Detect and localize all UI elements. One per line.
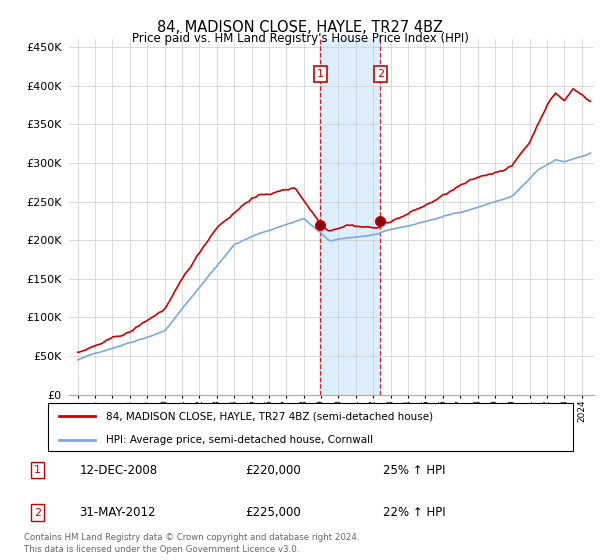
Text: 1: 1 (34, 465, 41, 475)
Text: HPI: Average price, semi-detached house, Cornwall: HPI: Average price, semi-detached house,… (106, 435, 373, 445)
Bar (320, 39, 380, 395)
Text: Contains HM Land Registry data © Crown copyright and database right 2024.
This d: Contains HM Land Registry data © Crown c… (24, 533, 359, 554)
Text: Price paid vs. HM Land Registry's House Price Index (HPI): Price paid vs. HM Land Registry's House … (131, 32, 469, 45)
Text: 84, MADISON CLOSE, HAYLE, TR27 4BZ (semi-detached house): 84, MADISON CLOSE, HAYLE, TR27 4BZ (semi… (106, 411, 433, 421)
Text: 12-DEC-2008: 12-DEC-2008 (79, 464, 157, 477)
Text: £225,000: £225,000 (245, 506, 301, 519)
Text: 84, MADISON CLOSE, HAYLE, TR27 4BZ: 84, MADISON CLOSE, HAYLE, TR27 4BZ (157, 20, 443, 35)
Text: 2: 2 (34, 507, 41, 517)
Text: 2: 2 (377, 69, 384, 79)
Text: 22% ↑ HPI: 22% ↑ HPI (383, 506, 445, 519)
Text: 31-MAY-2012: 31-MAY-2012 (79, 506, 156, 519)
Text: £220,000: £220,000 (245, 464, 301, 477)
FancyBboxPatch shape (48, 403, 573, 451)
Text: 25% ↑ HPI: 25% ↑ HPI (383, 464, 445, 477)
Text: 1: 1 (317, 69, 324, 79)
